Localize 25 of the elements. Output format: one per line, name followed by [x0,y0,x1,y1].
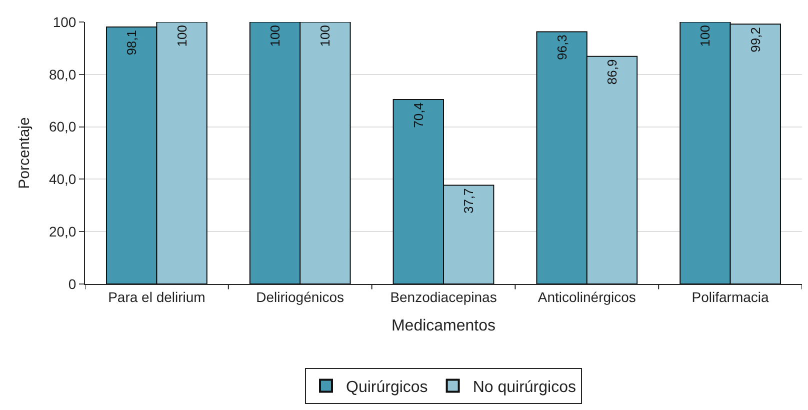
y-tick-label: 0 [68,276,76,292]
y-tick-label: 100 [52,14,76,30]
x-tick-label: Anticolinérgicos [538,288,636,305]
y-tick-label: 80,0 [48,66,76,82]
data-label: 86,9 [604,59,620,85]
x-tick-label: Benzodiacepinas [390,288,497,305]
data-label: 99,2 [748,27,763,52]
legend-label: No quirúrgicos [472,378,576,396]
data-label: 100 [698,25,713,47]
data-label: 100 [268,25,283,47]
data-label: 100 [318,25,333,47]
y-tick-label: 40,0 [48,171,76,188]
data-label: 96,3 [554,34,570,60]
legend-label: Quirúrgicos [346,378,428,396]
data-label: 100 [174,25,190,47]
data-label: 98,1 [124,30,140,56]
x-axis-title: Medicamentos [391,318,496,334]
x-tick-label: Polifarmacia [692,288,770,305]
data-label: 70,4 [410,102,426,128]
x-tick-label: Deliriogénicos [256,288,344,305]
y-tick-label: 60,0 [48,118,76,135]
x-tick-label: Para el delirium [108,288,206,305]
data-label: 37,7 [461,188,476,214]
y-tick-label: 20,0 [48,224,76,240]
y-axis-title: Porcentaje [16,117,34,189]
